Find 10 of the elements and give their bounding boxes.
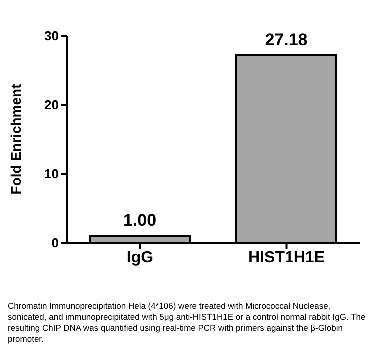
x-tick-label: HIST1H1E [248,249,326,266]
data-label: 27.18 [265,30,308,50]
y-tick-label: 20 [44,98,59,113]
x-tick-label: IgG [126,249,154,266]
y-tick-label: 0 [52,236,59,251]
y-tick-label: 10 [44,166,59,182]
y-axis-title: Fold Enrichment [8,84,24,195]
data-label: 1.00 [123,211,157,230]
y-tick-label: 30 [44,28,59,44]
text: Chromatin Immunoprecipitation Hela (4*106) were treated with Micrococcal Nuclease, sonicated, and immunoprecipitated with 5μg anti-HIST1H1E or a control normal rabbit IgG. The resulting ChIP DNA was quantified using real-time PCR with primers against the β-Globin promoter. [8,301,367,345]
